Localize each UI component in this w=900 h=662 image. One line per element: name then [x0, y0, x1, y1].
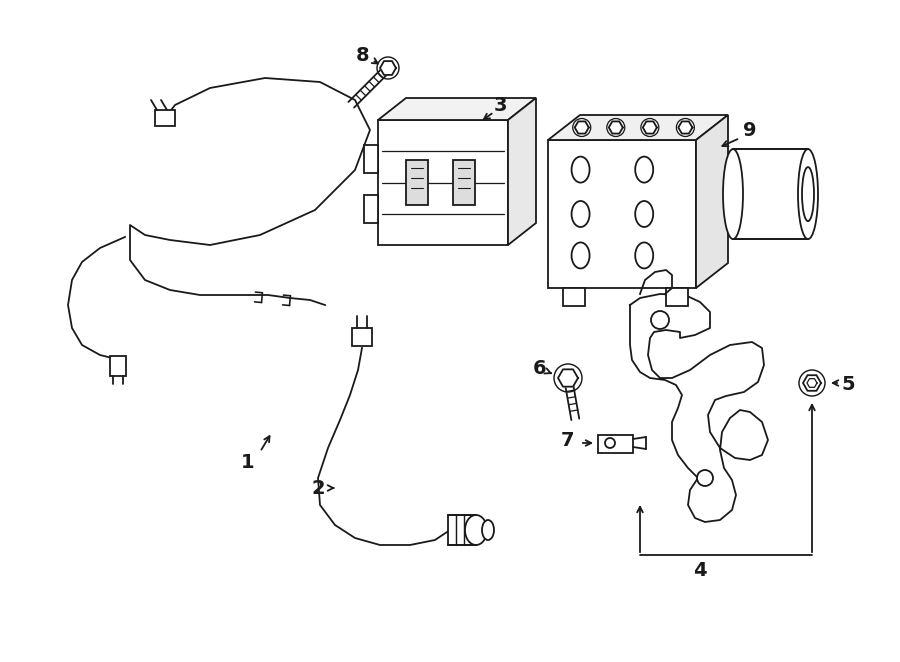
Bar [378, 120, 508, 245]
Circle shape [605, 438, 615, 448]
Polygon shape [508, 98, 536, 245]
Ellipse shape [802, 167, 814, 221]
Text: 3: 3 [493, 95, 507, 115]
Polygon shape [558, 369, 578, 387]
Text: 2: 2 [311, 479, 325, 498]
Ellipse shape [572, 242, 590, 268]
Bar [155, 110, 175, 126]
Polygon shape [679, 121, 692, 134]
Bar [733, 149, 808, 239]
Bar [453, 160, 475, 205]
Ellipse shape [482, 520, 494, 540]
Ellipse shape [465, 515, 487, 545]
Ellipse shape [798, 149, 818, 239]
Text: 4: 4 [693, 561, 706, 579]
Polygon shape [608, 121, 623, 134]
Ellipse shape [572, 157, 590, 183]
Bar [598, 435, 633, 453]
Text: 6: 6 [533, 359, 547, 377]
Text: 9: 9 [743, 120, 757, 140]
Polygon shape [643, 121, 657, 134]
Polygon shape [380, 61, 396, 75]
Text: 7: 7 [562, 430, 575, 449]
Polygon shape [364, 145, 378, 173]
Bar [406, 160, 428, 205]
Ellipse shape [635, 157, 653, 183]
Ellipse shape [635, 201, 653, 227]
Bar [548, 140, 696, 288]
Polygon shape [575, 121, 589, 134]
Polygon shape [378, 98, 536, 120]
Ellipse shape [572, 201, 590, 227]
Polygon shape [803, 375, 821, 391]
Polygon shape [807, 379, 817, 387]
Polygon shape [630, 294, 768, 522]
Text: 5: 5 [842, 375, 855, 395]
Polygon shape [666, 288, 688, 306]
Polygon shape [364, 195, 378, 223]
Polygon shape [696, 115, 728, 288]
Bar [110, 356, 126, 376]
Ellipse shape [723, 149, 743, 239]
Polygon shape [563, 288, 585, 306]
Circle shape [651, 311, 669, 329]
Text: 1: 1 [241, 453, 255, 471]
Polygon shape [548, 115, 728, 140]
Text: 8: 8 [356, 46, 370, 64]
Bar [448, 515, 476, 545]
Circle shape [697, 470, 713, 486]
Ellipse shape [635, 242, 653, 268]
Bar [352, 328, 372, 346]
